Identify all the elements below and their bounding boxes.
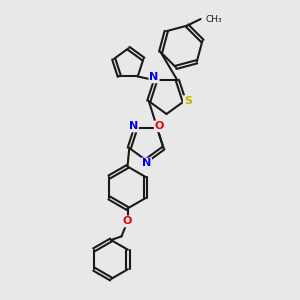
Text: N: N [129, 122, 138, 131]
Text: S: S [184, 96, 192, 106]
Text: O: O [123, 216, 132, 226]
Text: N: N [149, 72, 159, 82]
Text: O: O [155, 122, 164, 131]
Text: CH₃: CH₃ [206, 14, 223, 23]
Text: N: N [142, 158, 151, 169]
